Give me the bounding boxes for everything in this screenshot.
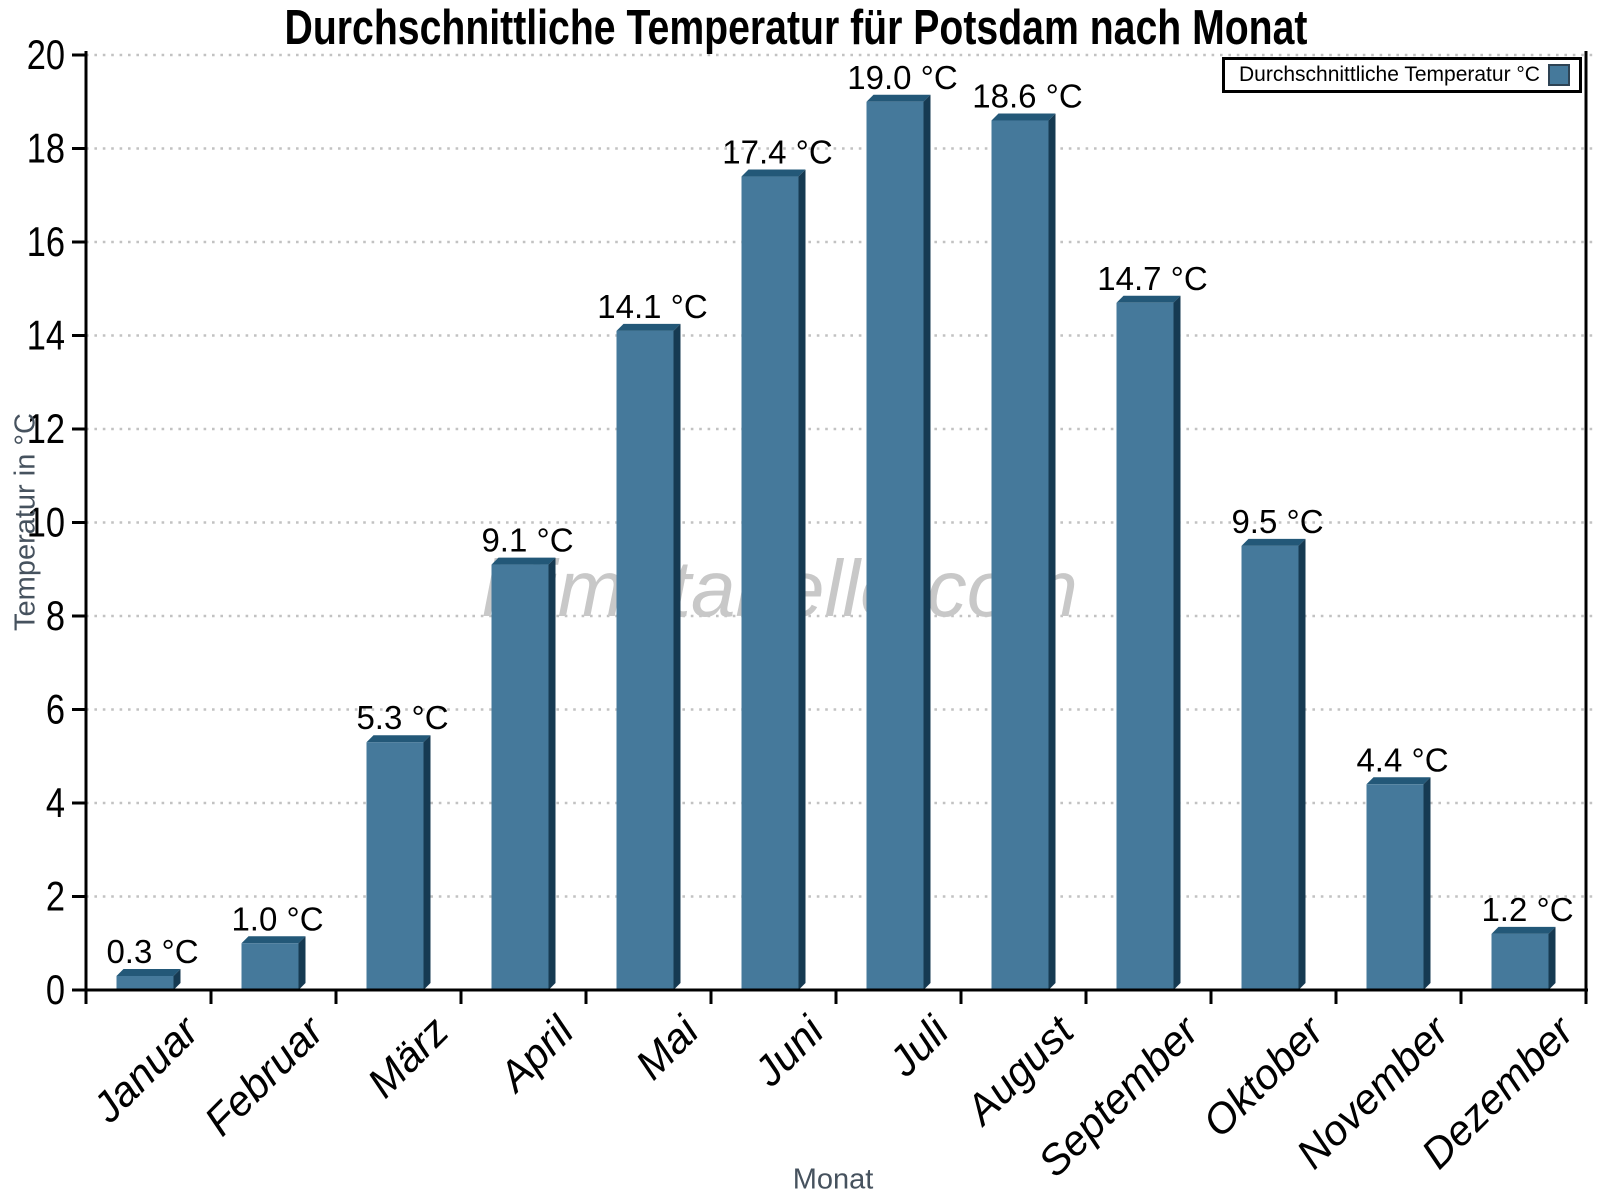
x-tick-label: Februar [195, 1006, 334, 1145]
axes: 0 2 4 6 8 10 12 14 16 18 20 [27, 32, 1588, 1014]
bar-top-face [1241, 538, 1306, 546]
bar [116, 975, 174, 990]
bar-side-face [1298, 538, 1306, 990]
bar [991, 120, 1049, 990]
y-tick-label: 6 [46, 686, 65, 733]
bar-side-face [548, 557, 556, 990]
y-tick-label: 10 [27, 499, 65, 546]
y-tick-label: 16 [27, 219, 65, 266]
bar-value-label: 14.7 °C [1097, 260, 1207, 297]
bar-top-face [741, 169, 806, 177]
y-tick-label: 0 [46, 967, 65, 1014]
bar-top-face [616, 323, 681, 331]
bar [1366, 784, 1424, 990]
bar-side-face [1548, 926, 1556, 990]
x-tick-label: April [488, 1006, 584, 1102]
bar [1116, 302, 1174, 990]
bar-value-label: 9.1 °C [481, 522, 573, 559]
y-tick-label: 4 [46, 780, 65, 827]
bar-side-face [173, 968, 181, 990]
x-tick-label: Juni [744, 1006, 834, 1096]
legend: Durchschnittliche Temperatur °C [1222, 57, 1582, 93]
bar-side-face [1423, 777, 1431, 990]
bar-top-face [116, 968, 181, 976]
bar-value-label: 9.5 °C [1231, 503, 1323, 540]
bar-side-face [1048, 113, 1056, 990]
bar-top-face [991, 113, 1056, 121]
bar-side-face [923, 94, 931, 990]
bar-value-label: 17.4 °C [722, 134, 832, 171]
chart-title: Durchschnittliche Temperatur für Potsdam… [284, 1, 1308, 55]
x-axis-title: Monat [792, 1163, 874, 1196]
x-tick-label: März [358, 1007, 457, 1106]
bars: 0.3 °C 1.0 °C 5.3 °C 9.1 °C 14.1 °C 17.4 °C 19… [106, 59, 1574, 991]
bar-value-label: 0.3 °C [106, 933, 198, 970]
bar-top-face [491, 557, 556, 565]
y-tick-label: 2 [46, 873, 65, 920]
bar [241, 943, 299, 990]
bar-side-face [798, 169, 806, 991]
legend-swatch [1548, 64, 1570, 86]
bar [616, 330, 674, 990]
bar-value-label: 19.0 °C [847, 59, 957, 96]
bar [866, 101, 924, 990]
y-tick-label: 18 [27, 125, 65, 172]
bar-top-face [366, 735, 431, 743]
bar-top-face [1366, 777, 1431, 785]
bar [741, 176, 799, 991]
y-axis-title: Temperatur in °C [9, 413, 42, 631]
x-tick-label: Januar [83, 1006, 209, 1132]
bar-top-face [1491, 926, 1556, 934]
y-tick-label: 8 [46, 593, 65, 640]
bar-top-face [241, 936, 306, 944]
bar-value-label: 1.2 °C [1481, 891, 1573, 928]
bar-side-face [673, 323, 681, 990]
x-tick-label: Mai [626, 1006, 708, 1088]
x-tick-label: Juli [879, 1006, 959, 1086]
bar-side-face [298, 936, 306, 990]
bar [1241, 545, 1299, 990]
bar [491, 564, 549, 990]
bar [1491, 933, 1549, 990]
bar [366, 742, 424, 990]
bar-value-label: 1.0 °C [231, 900, 323, 937]
legend-label: Durchschnittliche Temperatur °C [1239, 63, 1540, 86]
bar-side-face [423, 735, 431, 990]
bar-value-label: 5.3 °C [356, 699, 448, 736]
y-tick-label: 20 [27, 32, 65, 79]
bar-side-face [1173, 295, 1181, 990]
bar-top-face [1116, 295, 1181, 303]
y-tick-label: 14 [27, 312, 65, 359]
bar-top-face [866, 94, 931, 102]
bar-value-label: 18.6 °C [972, 77, 1082, 114]
bar-value-label: 14.1 °C [597, 288, 707, 325]
bar-value-label: 4.4 °C [1356, 741, 1448, 778]
y-tick-label: 12 [27, 406, 65, 453]
